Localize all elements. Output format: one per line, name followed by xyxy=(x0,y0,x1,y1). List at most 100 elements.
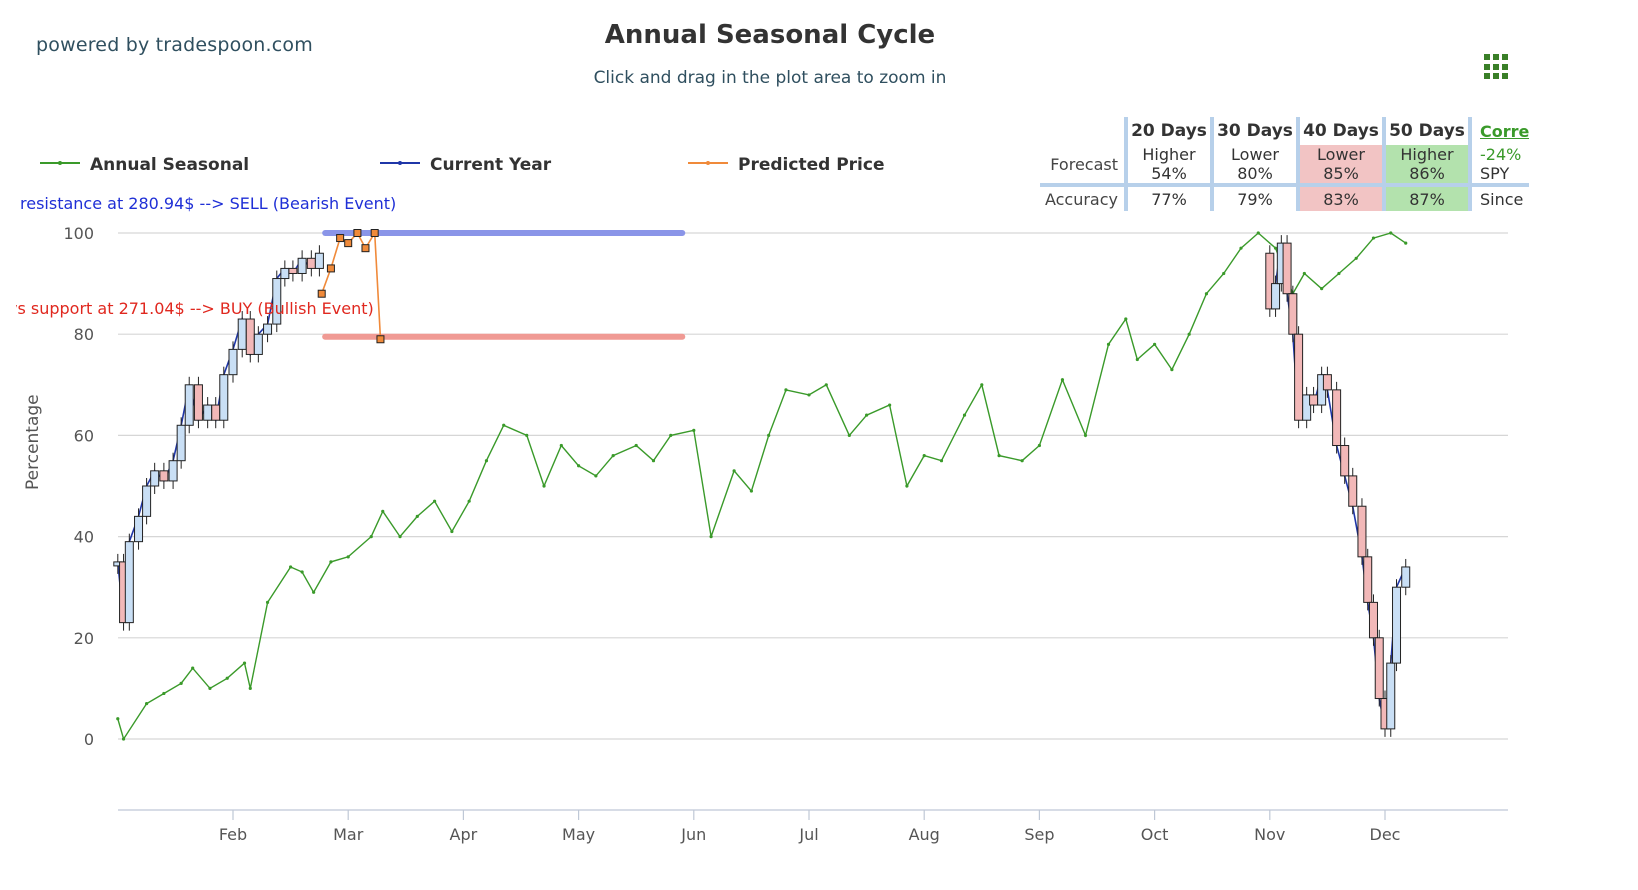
y-tick-label: 100 xyxy=(63,224,94,243)
seasonal-point xyxy=(415,514,419,518)
candle-body xyxy=(297,257,307,274)
seasonal-point xyxy=(939,459,944,463)
chart-title: Annual Seasonal Cycle xyxy=(604,20,936,50)
candle-body xyxy=(193,384,203,421)
support-annotation: vs support at 271.04$ --> BUY (Bullish E… xyxy=(8,299,374,318)
y-tick-label: 0 xyxy=(84,730,94,749)
seasonal-point xyxy=(1354,256,1358,260)
candle-body xyxy=(1288,293,1298,335)
y-tick-label: 20 xyxy=(74,629,94,648)
brand-credit[interactable]: powered by tradespoon.com xyxy=(36,34,313,56)
x-tick-label: May xyxy=(562,825,595,844)
seasonal-point xyxy=(1153,342,1157,346)
seasonal-point xyxy=(1037,443,1041,448)
candle-body xyxy=(1386,662,1396,730)
seasonal-point xyxy=(611,454,615,458)
seasonal-point xyxy=(888,403,892,407)
x-tick-label: Mar xyxy=(333,825,364,844)
x-tick-label: Feb xyxy=(219,825,247,844)
seasonal-point xyxy=(709,535,713,539)
forecast-cell-50: Higher 86% xyxy=(1382,145,1468,183)
candle-body xyxy=(1322,374,1332,391)
candle-body xyxy=(1340,445,1350,477)
seasonal-point xyxy=(542,484,546,488)
header-50-days: 50 Days xyxy=(1382,117,1468,145)
series-line-0 xyxy=(117,232,1407,741)
seasonal-point xyxy=(1273,246,1278,250)
seasonal-point xyxy=(179,681,183,685)
seasonal-point xyxy=(162,691,166,696)
seasonal-point xyxy=(312,590,316,594)
candle-body xyxy=(159,470,169,482)
accuracy-cell-50: 87% xyxy=(1382,183,1468,211)
seasonal-point xyxy=(1371,236,1376,240)
y-tick-label: 60 xyxy=(74,426,94,445)
axes: 0 20 40 60 80 100 Feb Mar Apr May Jun Jul Aug Sep Oct N… xyxy=(63,224,1508,844)
x-tick-label: Oct xyxy=(1141,825,1169,844)
seasonal-point xyxy=(997,454,1001,458)
seasonal-point xyxy=(594,474,598,478)
correlation-value: -24% xyxy=(1480,145,1522,164)
candle-body xyxy=(1401,566,1411,588)
predicted-point xyxy=(336,234,345,243)
candle-body xyxy=(1282,242,1292,295)
predicted-point xyxy=(326,264,335,273)
candle-body xyxy=(211,404,221,421)
candle-body xyxy=(253,333,263,355)
legend-item-annual-seasonal[interactable]: Annual Seasonal xyxy=(40,155,249,175)
candle-body xyxy=(142,485,152,517)
since-label: Since xyxy=(1468,183,1530,211)
seasonal-point xyxy=(1320,287,1324,291)
seasonal-point xyxy=(807,393,811,397)
hamburger-grid-icon[interactable] xyxy=(1484,54,1510,80)
seasonal-point xyxy=(1124,317,1128,321)
candle-body xyxy=(263,323,273,335)
candle-body xyxy=(1265,252,1275,310)
seasonal-point xyxy=(145,701,149,706)
seasonal-point xyxy=(749,489,754,493)
correlation-link[interactable]: Corre xyxy=(1480,121,1530,141)
seasonal-point xyxy=(1404,241,1408,245)
series-group xyxy=(113,229,1411,741)
candle-body xyxy=(1368,601,1378,639)
seasonal-point xyxy=(329,560,333,564)
x-tick-label: Dec xyxy=(1370,825,1401,844)
x-tick-label: Nov xyxy=(1254,825,1285,844)
seasonal-point xyxy=(784,388,788,392)
ticker-label: SPY xyxy=(1480,164,1510,183)
candle-body xyxy=(1294,333,1304,421)
seasonal-point xyxy=(905,484,909,488)
seasonal-point xyxy=(484,459,489,463)
legend-item-current-year[interactable]: Current Year xyxy=(380,155,551,175)
seasonal-point xyxy=(1222,271,1226,276)
seasonal-point xyxy=(980,383,984,387)
seasonal-point xyxy=(525,433,529,437)
chart-subtitle: Click and drag in the plot area to zoom … xyxy=(593,68,947,88)
predicted-point xyxy=(376,335,385,344)
seasonal-point xyxy=(669,433,673,437)
seasonal-point xyxy=(502,423,506,427)
seasonal-point xyxy=(242,661,247,665)
legend-item-predicted-price[interactable]: Predicted Price xyxy=(688,155,884,175)
candle-body xyxy=(1332,389,1342,447)
candle-body xyxy=(1357,505,1367,558)
candle-body xyxy=(228,348,238,376)
forecast-cell-30: Lower 80% xyxy=(1210,145,1296,183)
predicted-point xyxy=(344,239,353,248)
candle-body xyxy=(1363,556,1373,603)
x-tick-label: Jun xyxy=(680,825,706,844)
predicted-point xyxy=(361,244,370,253)
candle-body xyxy=(306,257,316,269)
header-20-days: 20 Days xyxy=(1124,117,1210,145)
seasonal-point xyxy=(450,529,454,534)
seasonal-point xyxy=(1256,231,1260,235)
seasonal-point xyxy=(300,570,304,574)
candle-body xyxy=(272,278,282,325)
forecast-cell-20: Higher 54% xyxy=(1124,145,1210,183)
candle-body xyxy=(288,267,298,274)
candle-body xyxy=(168,460,178,482)
seasonal-point xyxy=(116,717,120,721)
candle-body xyxy=(237,318,247,350)
candle-body xyxy=(245,318,255,355)
